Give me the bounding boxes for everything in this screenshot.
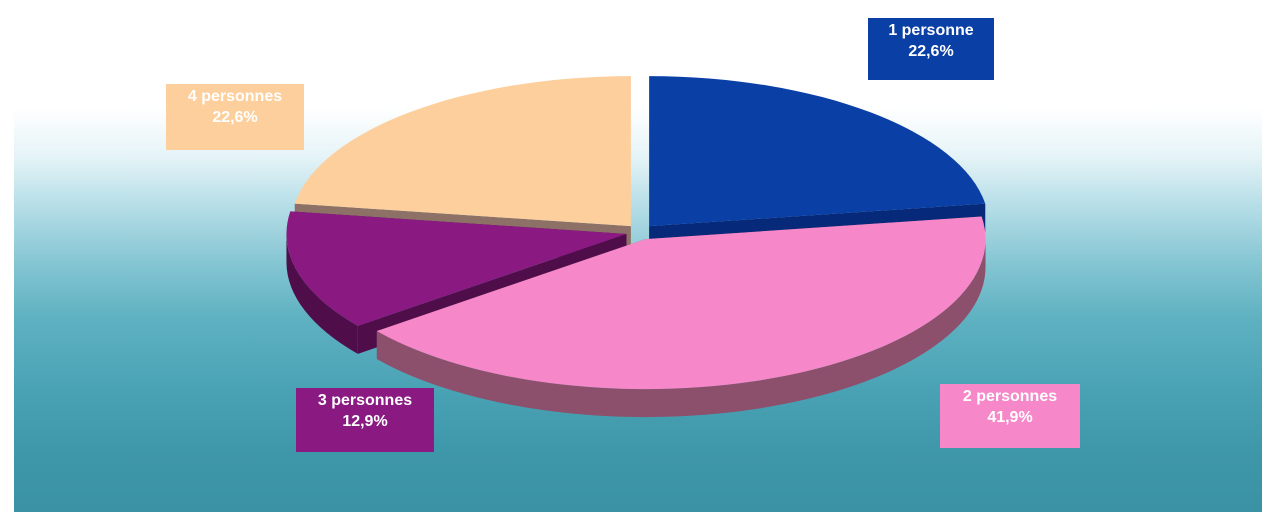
slice-label-3-personnes: 3 personnes 12,9% (296, 388, 434, 452)
slice-label-4-personnes: 4 personnes 22,6% (166, 84, 304, 150)
slice-label-4-value: 22,6% (212, 109, 258, 126)
slice-4-personnes (294, 76, 631, 227)
slice-label-1-name: 1 personne (888, 22, 974, 39)
slice-label-1-value: 22,6% (908, 43, 954, 60)
slice-label-2-name: 2 personnes (962, 388, 1058, 405)
slice-label-4-name: 4 personnes (187, 88, 283, 105)
slice-label-3-name: 3 personnes (317, 392, 413, 409)
slice-side-2-personnes (376, 239, 986, 418)
slice-1-personne (649, 76, 986, 227)
slice-label-1-personne: 1 personne 22,6% (868, 18, 994, 80)
slice-3-personnes (286, 211, 627, 326)
slice-side-3-personnes (286, 233, 358, 354)
slice-label-3-value: 12,9% (342, 413, 388, 430)
slice-2-personnes (376, 216, 986, 390)
slice-label-2-personnes: 2 personnes 41,9% (940, 384, 1080, 448)
slice-label-2-value: 41,9% (987, 409, 1033, 426)
